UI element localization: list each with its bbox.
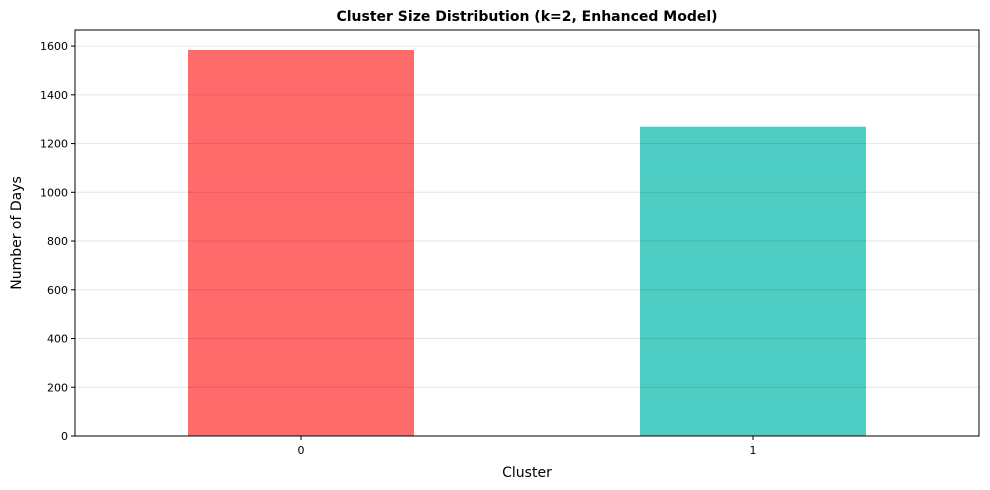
y-tick-label: 1000 — [40, 186, 68, 199]
bar-cluster-1 — [640, 126, 866, 437]
x-tick-label: 0 — [298, 444, 305, 457]
x-axis-label: Cluster — [502, 465, 552, 481]
y-tick-label: 1200 — [40, 138, 68, 151]
y-tick-label: 0 — [61, 430, 68, 443]
plot-frame — [74, 29, 980, 437]
bar-cluster-0 — [188, 49, 414, 437]
y-tick-label: 1600 — [40, 40, 68, 53]
x-tick-label: 1 — [750, 444, 757, 457]
y-tick-label: 800 — [47, 235, 68, 248]
y-tick-label: 400 — [47, 333, 68, 346]
chart-title: Cluster Size Distribution (k=2, Enhanced… — [336, 9, 717, 25]
y-tick-label: 1400 — [40, 89, 68, 102]
y-axis: 0 200 400 600 800 1000 1200 1400 1600 — [40, 40, 75, 443]
y-axis-label: Number of Days — [9, 176, 25, 290]
bars — [188, 49, 866, 437]
y-tick-label: 200 — [47, 381, 68, 394]
y-tick-label: 600 — [47, 284, 68, 297]
